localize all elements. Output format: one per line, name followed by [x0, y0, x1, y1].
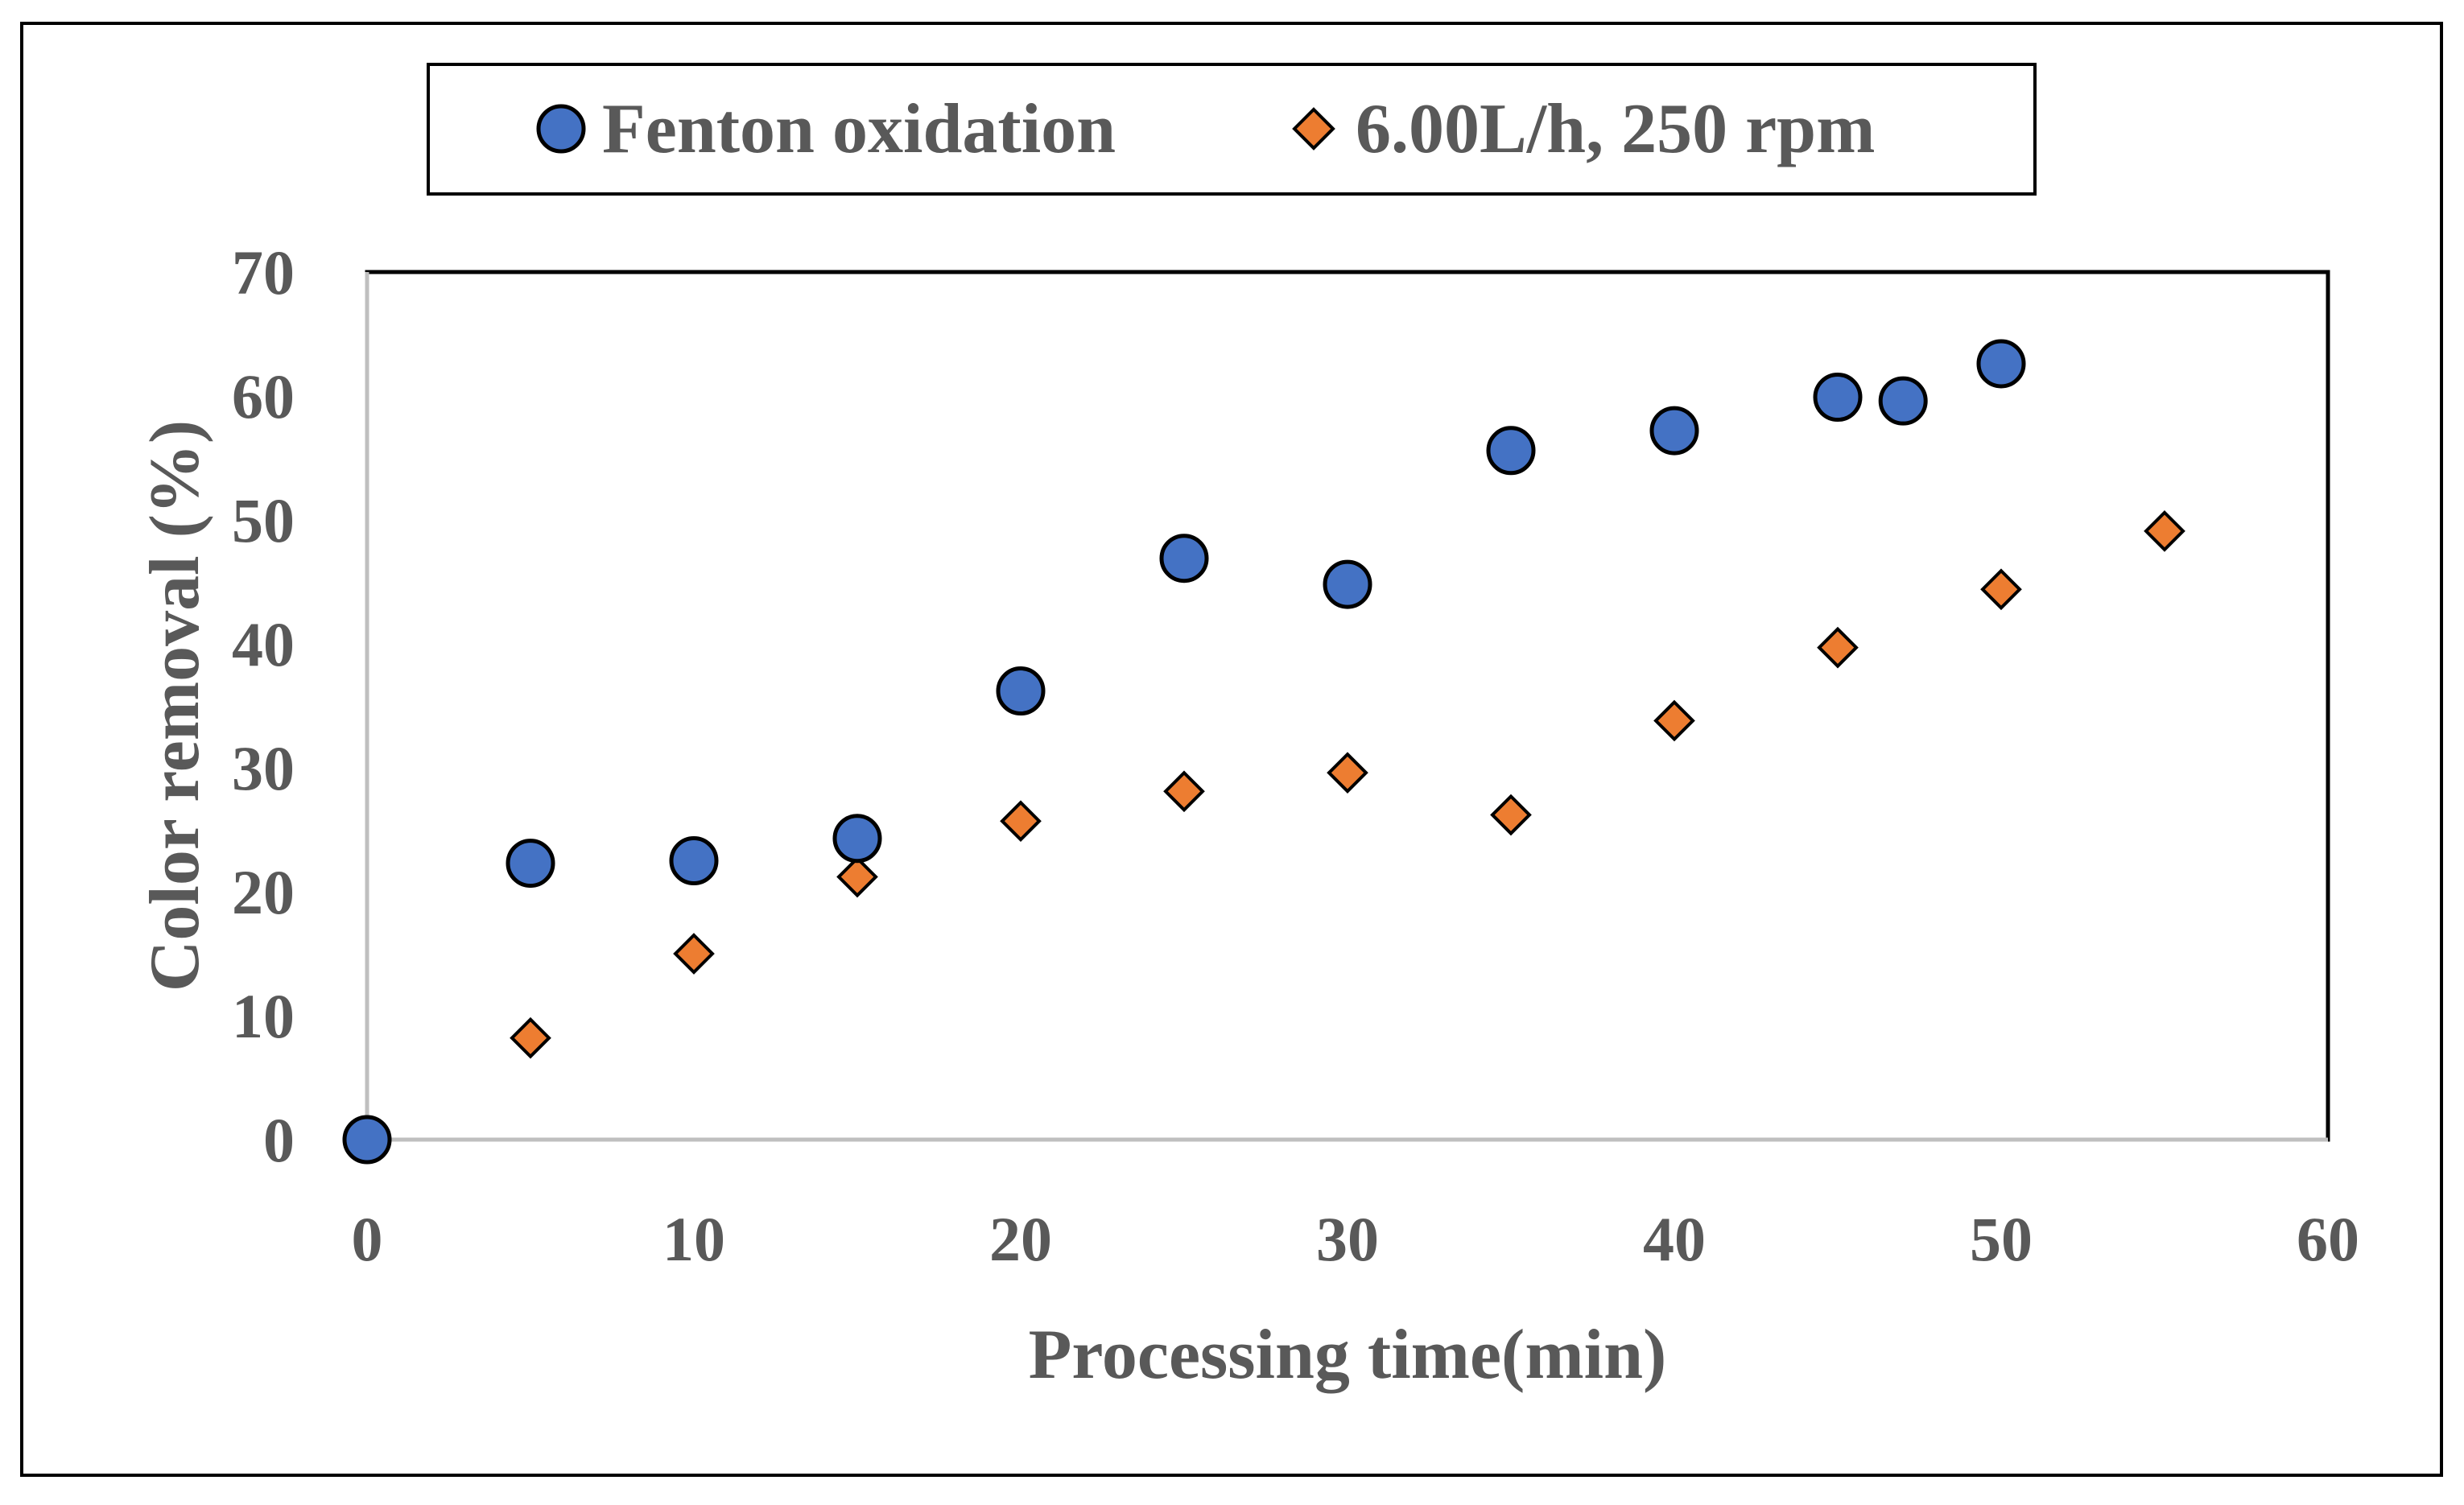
- legend-marker-diamond: [1292, 107, 1335, 150]
- diamond-point: [1653, 699, 1695, 742]
- y-tick-label: 50: [232, 485, 295, 555]
- fenton-point: [1813, 373, 1863, 423]
- x-tick-label: 60: [2297, 1204, 2359, 1274]
- legend-marker-fenton: [536, 104, 586, 154]
- y-tick-label: 60: [232, 361, 295, 431]
- fenton-point: [669, 836, 719, 885]
- fenton-point: [342, 1115, 392, 1165]
- fenton-point: [1878, 376, 1928, 426]
- x-tick-label: 20: [989, 1204, 1052, 1274]
- x-tick-label: 10: [662, 1204, 725, 1274]
- y-tick-label: 30: [232, 733, 295, 803]
- x-axis-title: Processing time(min): [1029, 1316, 1667, 1394]
- x-tick-label: 0: [352, 1204, 383, 1274]
- y-tick-label: 0: [263, 1105, 295, 1175]
- x-tick-label: 50: [1970, 1204, 2033, 1274]
- diamond-point: [1000, 800, 1042, 843]
- plot-area: [365, 270, 2330, 1142]
- diamond-point: [510, 1016, 551, 1059]
- fenton-point: [996, 666, 1046, 716]
- y-tick-label: 20: [232, 857, 295, 927]
- fenton-point: [1649, 406, 1699, 456]
- y-tick-label: 40: [232, 609, 295, 679]
- fenton-point: [1486, 426, 1536, 476]
- fenton-point: [506, 839, 555, 889]
- y-tick-label: 70: [232, 237, 295, 307]
- x-tick-label: 40: [1643, 1204, 1706, 1274]
- fenton-point: [1323, 559, 1372, 609]
- y-tick-labels: 0 10 20 30 40 50 60 70: [232, 237, 295, 1175]
- data-points: [342, 339, 2185, 1165]
- legend-label-fenton: Fenton oxidation: [602, 90, 1116, 168]
- diamond-point: [1327, 752, 1368, 794]
- y-axis-title: Color removal (%): [136, 420, 214, 992]
- fenton-point: [832, 814, 882, 864]
- x-tick-labels: 0 10 20 30 40 50 60: [352, 1204, 2360, 1274]
- x-tick-label: 30: [1316, 1204, 1379, 1274]
- diamond-point: [1980, 568, 2022, 611]
- diamond-point: [2144, 510, 2185, 552]
- fenton-point: [1159, 534, 1209, 583]
- diamond-point: [1490, 794, 1532, 836]
- legend-box: [427, 63, 2037, 196]
- legend: Fenton oxidation 6.00L/h, 250 rpm: [427, 63, 2037, 196]
- diamond-point: [836, 856, 878, 898]
- diamond-point: [673, 933, 715, 975]
- diamond-point: [1163, 770, 1205, 813]
- fenton-point: [1976, 339, 2026, 389]
- y-tick-label: 10: [232, 981, 295, 1051]
- legend-label-diamond: 6.00L/h, 250 rpm: [1356, 90, 1875, 168]
- diamond-point: [1817, 626, 1859, 669]
